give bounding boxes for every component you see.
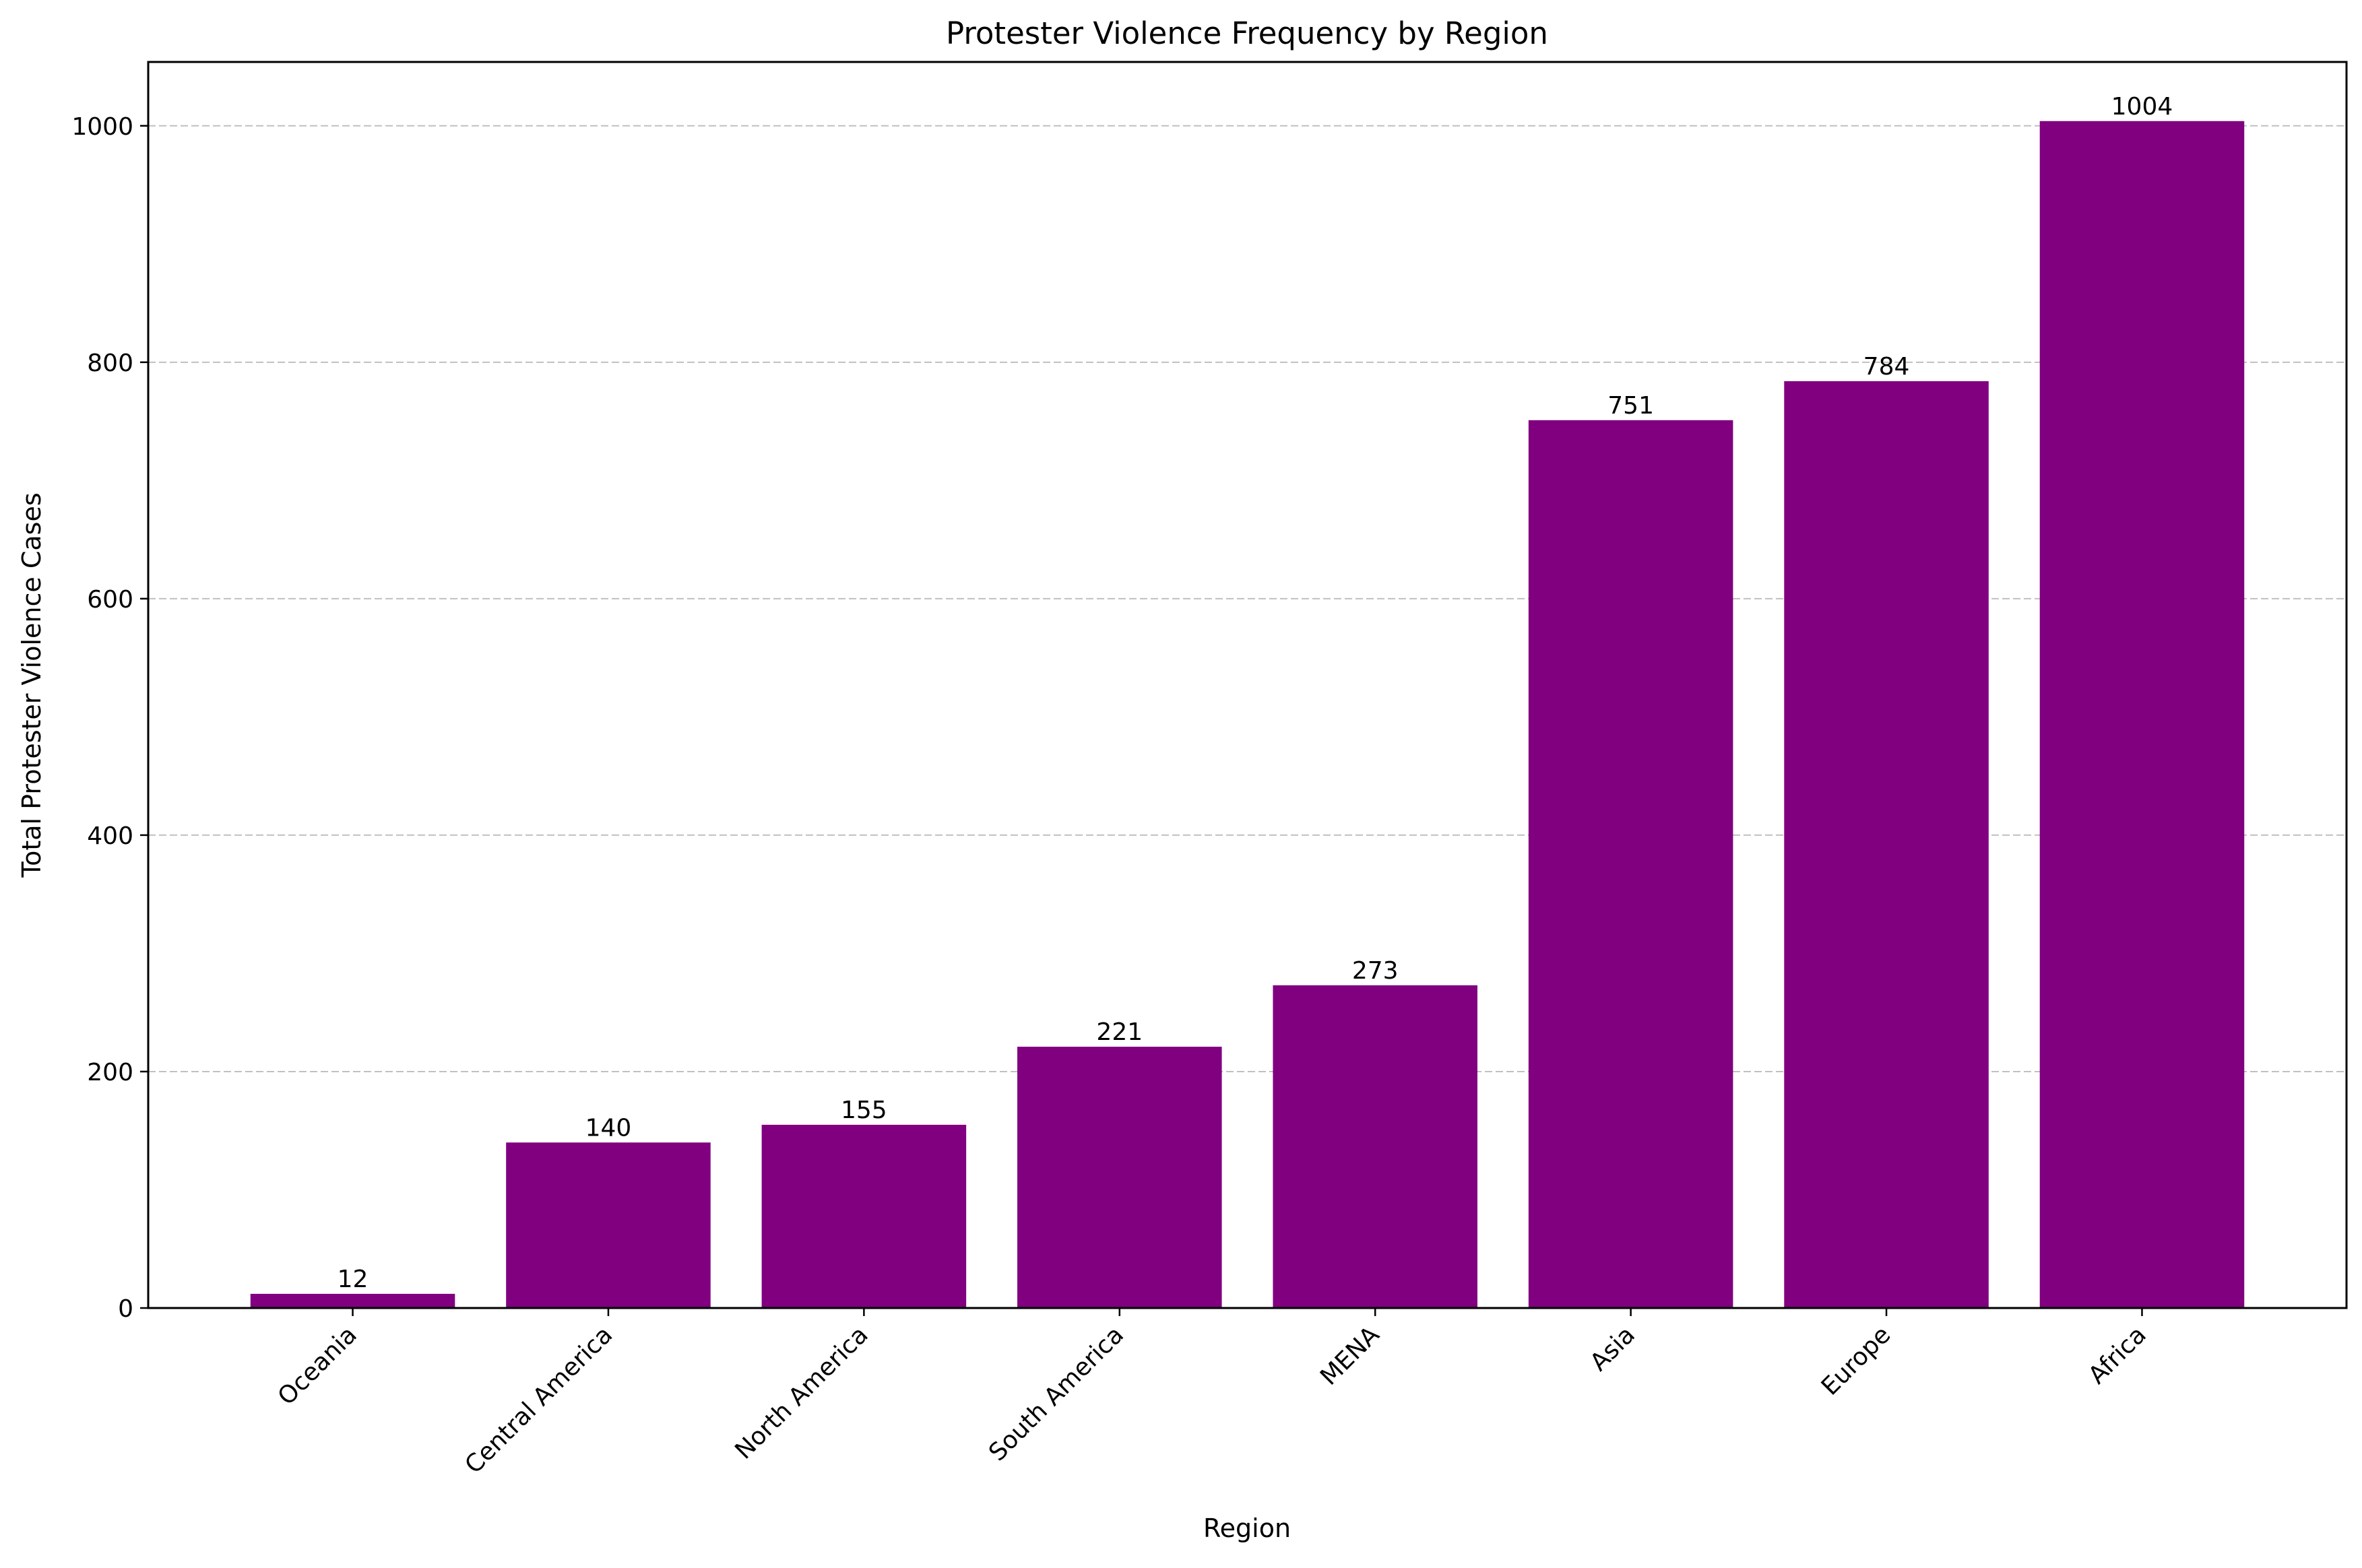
bar-value-label: 12 — [338, 1266, 369, 1293]
x-tick-label: Oceania — [273, 1321, 362, 1410]
chart-title: Protester Violence Frequency by Region — [946, 15, 1548, 51]
grid-layer — [148, 125, 2347, 1309]
bar — [506, 1142, 711, 1308]
y-tick-label: 800 — [87, 350, 133, 377]
y-axis-label: Total Protester Violence Cases — [17, 492, 46, 878]
x-tick-label: South America — [984, 1321, 1129, 1466]
data-label-layer: 12 140 155 221 273 751 784 1004 — [338, 93, 2173, 1293]
bar — [1273, 985, 1477, 1308]
bar-value-label: 155 — [841, 1097, 887, 1124]
x-axis-label: Region — [1203, 1513, 1291, 1543]
y-tick-label: 0 — [118, 1295, 133, 1323]
x-tick-label: North America — [730, 1321, 873, 1464]
x-tick-label: Europe — [1816, 1321, 1896, 1401]
bar-value-label: 1004 — [2111, 93, 2173, 121]
bar — [1784, 381, 1989, 1308]
y-tick-label: 200 — [87, 1059, 133, 1086]
x-tick-label: MENA — [1315, 1321, 1385, 1391]
bar-layer — [250, 121, 2245, 1309]
x-tick-label: Asia — [1585, 1321, 1640, 1376]
y-tick-label: 1000 — [71, 113, 133, 141]
bar-value-label: 751 — [1607, 392, 1654, 420]
x-tick-label: Africa — [2083, 1321, 2152, 1390]
y-tick-label: 400 — [87, 822, 133, 850]
bar — [1528, 420, 1733, 1309]
y-tick-label: 600 — [87, 586, 133, 614]
plot-frame — [147, 61, 2348, 1309]
bar — [1017, 1047, 1222, 1308]
bar — [761, 1124, 967, 1308]
bar — [250, 1293, 455, 1308]
bar-value-label: 140 — [585, 1114, 632, 1142]
bar — [2039, 121, 2245, 1309]
x-tick-label: Central America — [460, 1321, 618, 1479]
bar-value-label: 221 — [1096, 1018, 1143, 1046]
bar-value-label: 784 — [1863, 353, 1910, 381]
bar-value-label: 273 — [1352, 957, 1399, 985]
